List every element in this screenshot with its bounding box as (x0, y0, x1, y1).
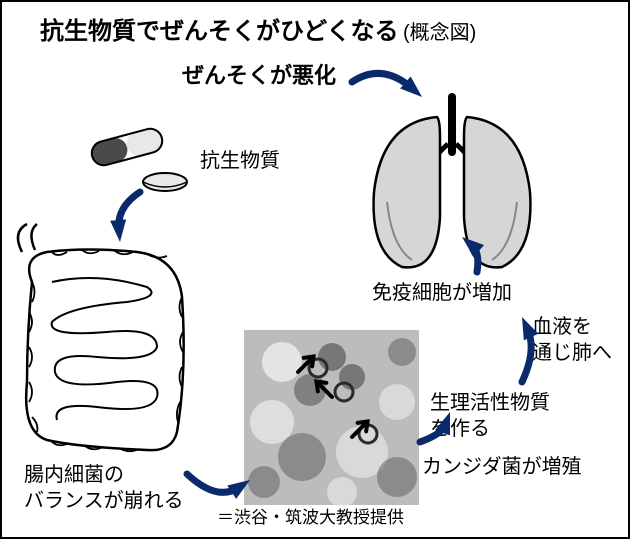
tablet-icon (143, 173, 187, 191)
label-blood: 血液を 通じ肺へ (532, 314, 612, 366)
micrograph-image (244, 330, 419, 507)
capsule-icon (89, 126, 165, 168)
lungs-icon (374, 97, 531, 267)
intestines-icon (18, 224, 184, 451)
title-sub: (概念図) (403, 22, 476, 44)
label-bioactive: 生理活性物質 を作る (430, 390, 550, 442)
label-gutflora: 腸内細菌の バランスが崩れる (24, 462, 184, 514)
title-main: 抗生物質でぜんそくがひどくなる (40, 18, 399, 45)
label-immune: 免疫細胞が増加 (372, 280, 512, 306)
micrograph-arrows (294, 352, 372, 441)
label-candida: カンジダ菌が増殖 (422, 454, 582, 480)
label-antibiotic: 抗生物質 (200, 148, 280, 174)
headline: ぜんそくが悪化 (182, 62, 336, 91)
diagram-container: 抗生物質でぜんそくがひどくなる (概念図) ぜんそくが悪化 抗生物質 免疫細胞が… (0, 0, 630, 539)
title: 抗生物質でぜんそくがひどくなる (概念図) (40, 16, 476, 47)
label-credit: ＝渋谷・筑波大教授提供 (217, 507, 404, 529)
